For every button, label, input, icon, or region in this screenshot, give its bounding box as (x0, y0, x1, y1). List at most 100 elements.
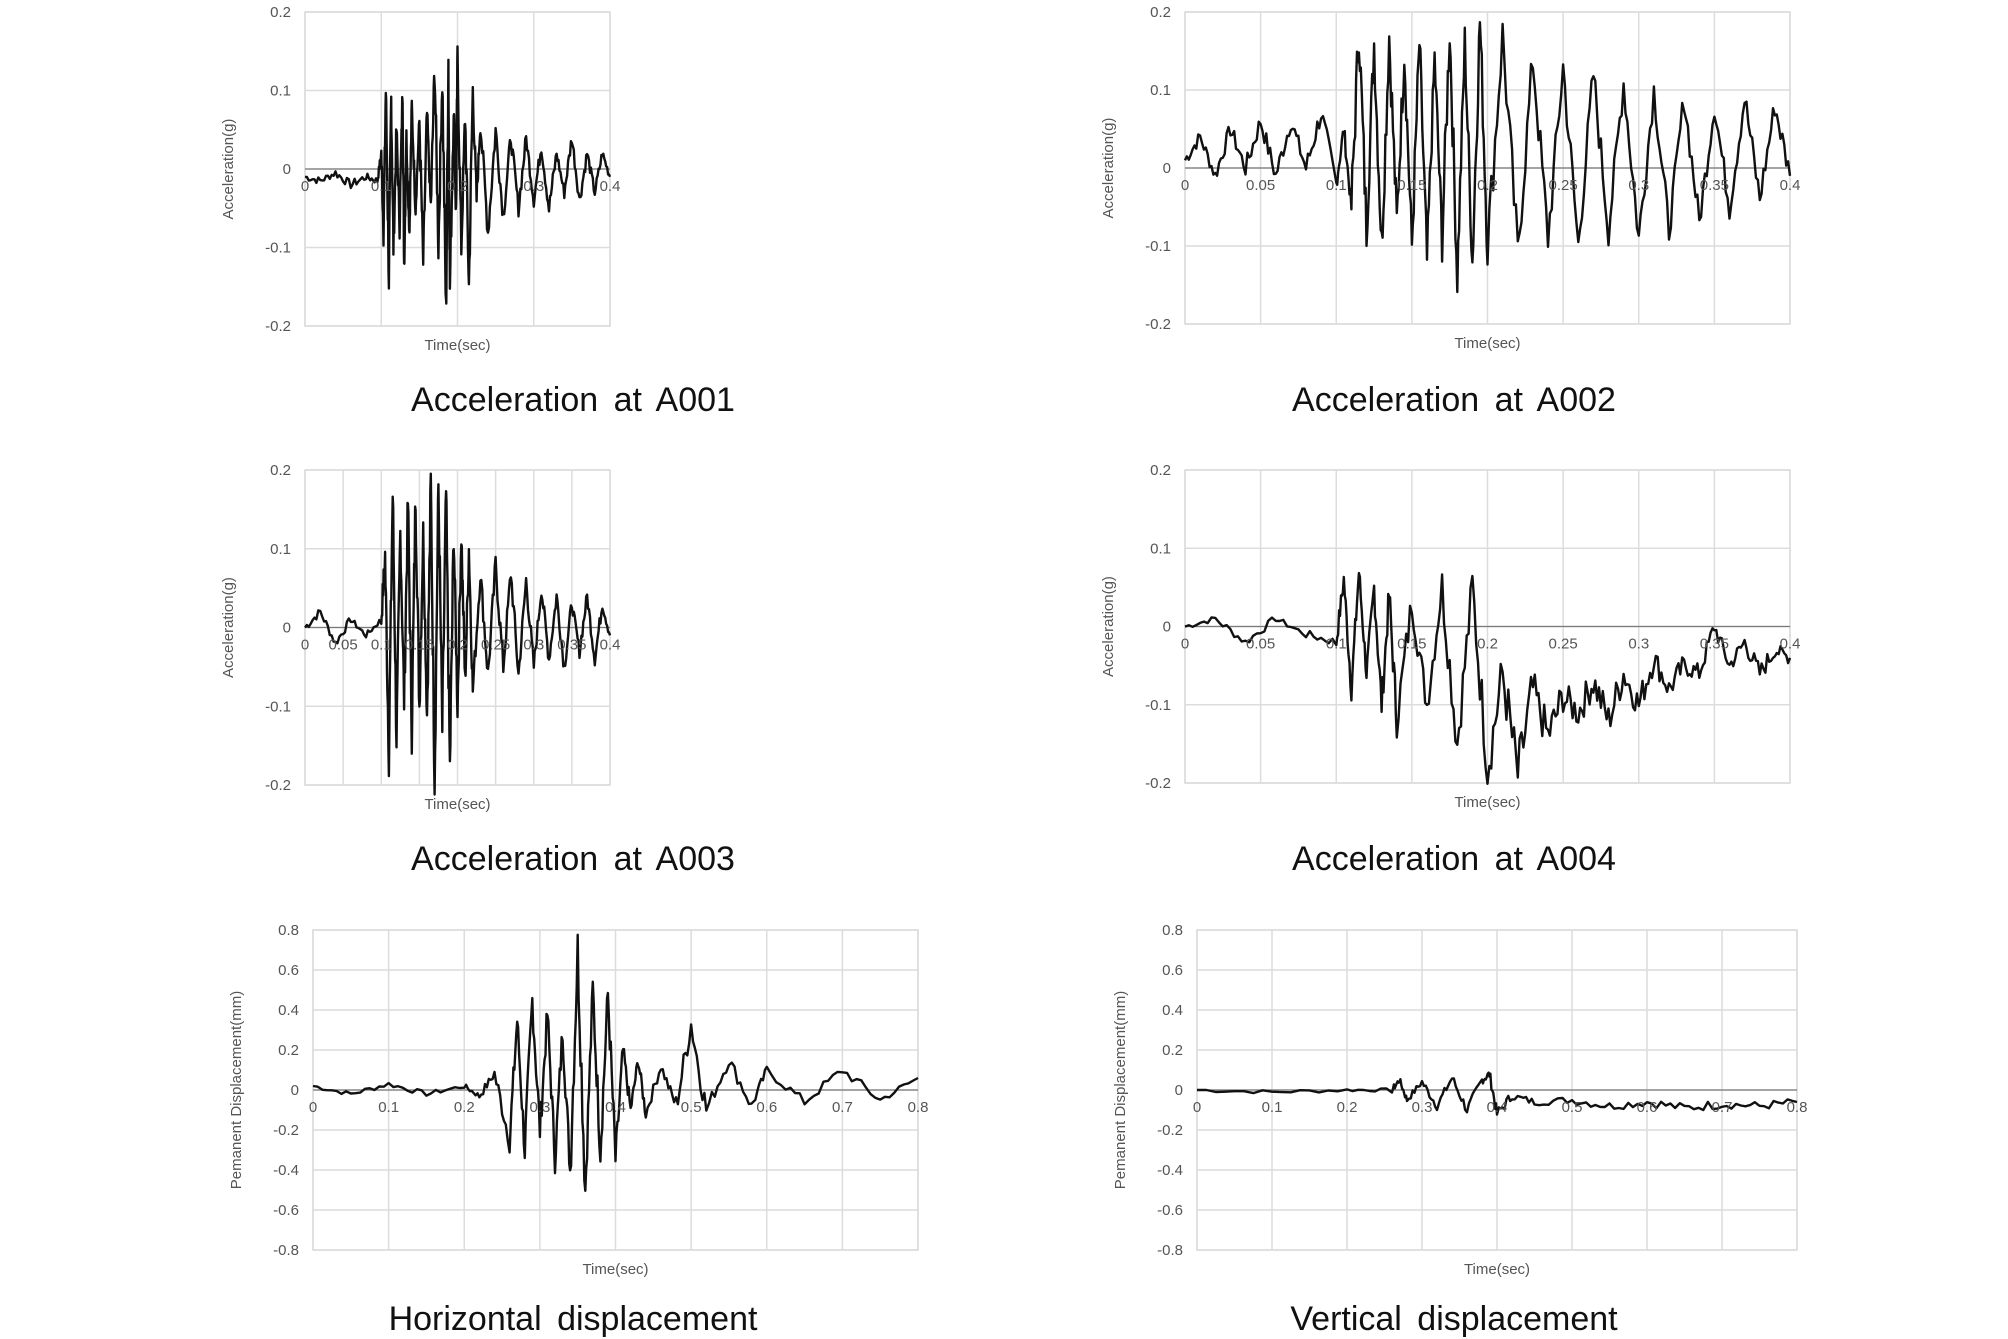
x-axis-label: Time(sec) (1454, 335, 1520, 352)
x-tick-label: 0 (301, 178, 309, 195)
y-tick-label: 0 (283, 161, 291, 178)
x-tick-label: 0 (1181, 177, 1189, 194)
y-tick-label: 0 (1163, 160, 1171, 177)
x-tick-label: 0.05 (1246, 177, 1275, 194)
x-tick-label: 0.1 (1262, 1099, 1283, 1116)
chart-svg: -0.2 -0.1 0 0.1 0.2 0 0.1 0.2 0.3 0.4 Time(sec) Acc… (220, 4, 620, 354)
y-tick-label: -0.1 (1145, 238, 1171, 255)
caption-a001: Acceleration at A001 (411, 381, 735, 419)
caption-horizontal-displacement: Horizontal displacement (388, 1300, 758, 1338)
x-tick-label: 0.4 (1780, 636, 1801, 653)
x-tick-label: 0.8 (1787, 1099, 1808, 1116)
x-tick-label: 0.5 (681, 1099, 702, 1116)
y-tick-label: -0.1 (1145, 697, 1171, 714)
x-tick-label: 0.2 (1477, 636, 1498, 653)
x-tick-label: 0.1 (371, 178, 392, 195)
caption-a003: Acceleration at A003 (411, 840, 735, 878)
x-tick-label: 0.6 (756, 1099, 777, 1116)
x-tick-label: 0.4 (605, 1099, 626, 1116)
x-tick-label: 0 (1181, 636, 1189, 653)
y-tick-label: 0.2 (278, 1042, 299, 1059)
series-line (304, 472, 612, 796)
x-tick-label: 0.3 (1412, 1099, 1433, 1116)
x-tick-label: 0.35 (1700, 177, 1729, 194)
y-tick-label: -0.4 (1157, 1162, 1183, 1179)
caption-a002: Acceleration at A002 (1292, 381, 1616, 419)
x-tick-label: 0.15 (405, 637, 434, 654)
x-tick-label: 0.2 (447, 637, 468, 654)
series-line (305, 45, 612, 305)
x-tick-label: 0.2 (454, 1099, 475, 1116)
y-tick-label: -0.2 (273, 1122, 299, 1139)
y-tick-label: -0.2 (1145, 775, 1171, 792)
chart-svg: -0.2 -0.1 0 0.1 0.2 0 0.05 0.1 0.15 0.2 0.25 0.3 0.3… (1100, 462, 1801, 811)
y-axis-label: Pemanent Displacement(mm) (228, 991, 245, 1189)
y-axis-label: Acceleration(g) (1100, 118, 1117, 219)
chart-svg: -0.2 -0.1 0 0.1 0.2 0 0.05 0.1 0.15 0.2 0.25 0.3 0.3… (1100, 4, 1801, 352)
y-tick-label: 0.1 (1150, 540, 1171, 557)
y-tick-label: 0.6 (1162, 962, 1183, 979)
x-axis-label: Time(sec) (424, 796, 490, 813)
y-tick-label: 0.4 (1162, 1002, 1183, 1019)
x-tick-label: 0 (301, 637, 309, 654)
y-tick-label: 0 (283, 620, 291, 637)
x-tick-label: 0.1 (371, 637, 392, 654)
x-tick-label: 0.15 (1397, 636, 1426, 653)
y-axis-label: Acceleration(g) (1100, 576, 1117, 677)
y-tick-label: 0.8 (1162, 922, 1183, 939)
y-axis-label: Pemanent Displacement(mm) (1112, 991, 1129, 1189)
x-tick-label: 0.1 (378, 1099, 399, 1116)
x-tick-label: 0.15 (1397, 177, 1426, 194)
x-tick-label: 0.3 (523, 637, 544, 654)
x-tick-label: 0.3 (1628, 177, 1649, 194)
x-tick-label: 0.2 (1477, 177, 1498, 194)
chart-svg: -0.2 -0.1 0 0.1 0.2 0 0.05 0.1 0.15 0.2 0.25 0.3 0.3… (220, 462, 620, 813)
x-tick-label: 0.3 (529, 1099, 550, 1116)
x-tick-label: 0.2 (1337, 1099, 1358, 1116)
y-tick-label: -0.2 (1157, 1122, 1183, 1139)
y-tick-label: -0.1 (265, 240, 291, 257)
x-tick-label: 0.6 (1637, 1099, 1658, 1116)
x-axis-label: Time(sec) (424, 337, 490, 354)
series-line (312, 933, 919, 1192)
x-tick-label: 0.05 (1246, 636, 1275, 653)
y-axis-label: Acceleration(g) (220, 577, 237, 678)
y-tick-label: 0.2 (270, 4, 291, 21)
x-tick-label: 0.1 (1326, 636, 1347, 653)
x-tick-label: 0.7 (1712, 1099, 1733, 1116)
x-tick-label: 0.4 (1780, 177, 1801, 194)
y-tick-label: -0.2 (265, 318, 291, 335)
y-tick-label: 0.2 (1150, 462, 1171, 479)
y-tick-label: -0.8 (273, 1242, 299, 1259)
y-tick-label: -0.6 (273, 1202, 299, 1219)
chart-svg: -0.8 -0.6 -0.4 -0.2 0 0.2 0.4 0.6 0.8 0 0.1 0.2 0.3 0… (228, 922, 928, 1278)
y-tick-label: -0.4 (273, 1162, 299, 1179)
x-tick-label: 0.25 (481, 637, 510, 654)
y-tick-label: 0 (1175, 1082, 1183, 1099)
x-axis-label: Time(sec) (582, 1261, 648, 1278)
y-tick-label: 0.4 (278, 1002, 299, 1019)
x-axis-label: Time(sec) (1454, 794, 1520, 811)
y-tick-label: -0.2 (1145, 316, 1171, 333)
y-tick-label: 0.8 (278, 922, 299, 939)
x-tick-label: 0.25 (1549, 177, 1578, 194)
x-tick-label: 0 (309, 1099, 317, 1116)
y-tick-label: 0.1 (1150, 82, 1171, 99)
y-tick-label: 0.2 (1150, 4, 1171, 21)
y-tick-label: 0.6 (278, 962, 299, 979)
y-tick-label: -0.8 (1157, 1242, 1183, 1259)
chart-svg: -0.8 -0.6 -0.4 -0.2 0 0.2 0.4 0.6 0.8 0 0.1 0.2 0.3 0… (1112, 922, 1808, 1278)
y-tick-label: 0.2 (1162, 1042, 1183, 1059)
series-line (1184, 571, 1792, 785)
x-axis-label: Time(sec) (1464, 1261, 1530, 1278)
y-tick-label: 0.1 (270, 83, 291, 100)
y-tick-label: 0.1 (270, 541, 291, 558)
y-tick-label: -0.1 (265, 698, 291, 715)
y-tick-label: 0 (1163, 619, 1171, 636)
x-tick-label: 0.35 (557, 637, 586, 654)
series-line (1183, 21, 1792, 294)
x-tick-label: 0.3 (1628, 636, 1649, 653)
x-tick-label: 0.1 (1326, 177, 1347, 194)
x-tick-label: 0.3 (523, 178, 544, 195)
y-axis-label: Acceleration(g) (220, 119, 237, 220)
